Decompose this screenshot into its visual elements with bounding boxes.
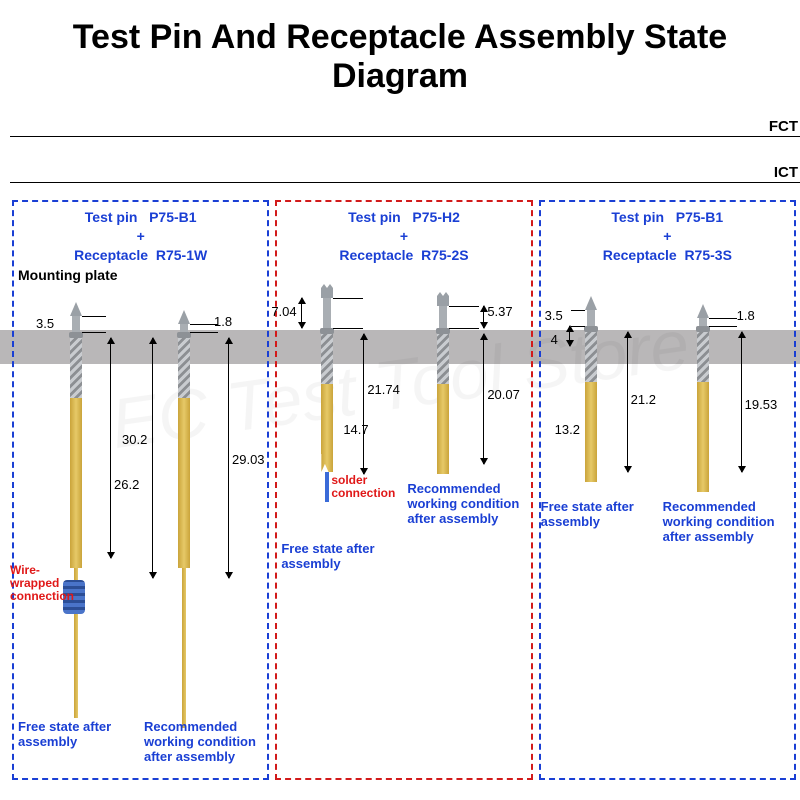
page-title: Test Pin And Receptacle Assembly State D…	[0, 0, 800, 104]
dim-7.04: 7.04	[271, 304, 296, 319]
caption-1-left: Free state after assembly	[18, 720, 128, 750]
dim-21.2: 21.2	[631, 392, 656, 407]
panel-2: Test pin P75-H2 + Receptacle R75-2S 7.04…	[275, 200, 532, 780]
panel-2-header: Test pin P75-H2 + Receptacle R75-2S	[281, 208, 526, 265]
dim-21.74: 21.74	[367, 382, 400, 397]
pin-3-right	[697, 304, 709, 492]
panel-3-header: Test pin P75-B1 + Receptacle R75-3S	[545, 208, 790, 265]
caption-3-right: Recommended working condition after asse…	[663, 500, 783, 545]
pin-2-right	[437, 296, 449, 474]
dim-4: 4	[551, 332, 558, 347]
dim-5.37: 5.37	[487, 304, 512, 319]
dim-1.8: 1.8	[214, 314, 232, 329]
pin-1-left	[70, 302, 82, 718]
ict-label: ICT	[774, 164, 798, 181]
dim-29.03: 29.03	[232, 452, 265, 467]
panel-1: Test pin P75-B1 + Receptacle R75-1W Moun…	[12, 200, 269, 780]
fct-label: FCT	[769, 118, 798, 135]
caption-3-left: Free state after assembly	[541, 500, 651, 530]
dim-1.8b: 1.8	[737, 308, 755, 323]
pin-3-left	[585, 296, 597, 482]
panel-3: Test pin P75-B1 + Receptacle R75-3S 3.5 …	[539, 200, 796, 780]
dim-14.7: 14.7	[343, 422, 368, 437]
dim-19.53: 19.53	[745, 397, 778, 412]
dim-30.2: 30.2	[122, 432, 147, 447]
dim-3.5: 3.5	[36, 316, 54, 331]
panels-row: Test pin P75-B1 + Receptacle R75-1W Moun…	[12, 200, 796, 780]
caption-1-right: Recommended working condition after asse…	[144, 720, 274, 765]
caption-2-left: Free state after assembly	[281, 542, 391, 572]
dim-13.2: 13.2	[555, 422, 580, 437]
pin-1-right	[178, 310, 190, 728]
dim-3.5b: 3.5	[545, 308, 563, 323]
caption-2-right: Recommended working condition after asse…	[407, 482, 527, 527]
panel-1-header: Test pin P75-B1 + Receptacle R75-1W	[18, 208, 263, 265]
pin-2-left	[321, 288, 333, 502]
solder-label: solder connection	[331, 474, 401, 500]
wire-wrapped-label: Wire-wrapped connection	[10, 564, 70, 604]
dim-20.07: 20.07	[487, 387, 520, 402]
dim-26.2: 26.2	[114, 477, 139, 492]
